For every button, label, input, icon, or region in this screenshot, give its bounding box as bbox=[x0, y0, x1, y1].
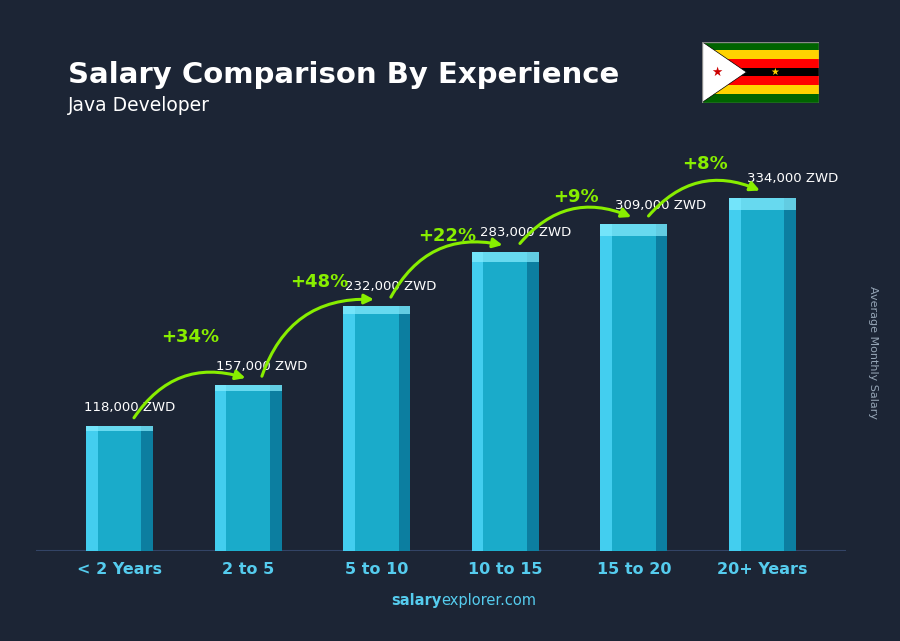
Text: 309,000 ZWD: 309,000 ZWD bbox=[615, 199, 706, 212]
Bar bbox=[702, 68, 819, 76]
Text: salary: salary bbox=[391, 594, 441, 608]
Text: ★: ★ bbox=[712, 65, 723, 79]
Text: 157,000 ZWD: 157,000 ZWD bbox=[216, 360, 308, 372]
Bar bbox=[215, 385, 282, 391]
Bar bbox=[600, 224, 612, 551]
Bar bbox=[656, 224, 667, 551]
Text: +22%: +22% bbox=[418, 226, 476, 244]
Bar bbox=[472, 252, 483, 551]
Text: 334,000 ZWD: 334,000 ZWD bbox=[747, 172, 838, 185]
Bar bbox=[702, 85, 819, 94]
Bar bbox=[141, 426, 153, 551]
Text: 232,000 ZWD: 232,000 ZWD bbox=[345, 280, 436, 293]
Bar bbox=[784, 198, 796, 551]
Bar bbox=[702, 76, 819, 85]
Text: 118,000 ZWD: 118,000 ZWD bbox=[84, 401, 175, 414]
Text: +34%: +34% bbox=[161, 328, 220, 346]
Bar bbox=[702, 94, 819, 103]
Bar bbox=[702, 51, 819, 59]
Bar bbox=[729, 198, 796, 210]
Text: ★: ★ bbox=[770, 67, 778, 77]
Bar bbox=[702, 42, 819, 51]
Bar bbox=[343, 306, 410, 551]
Bar bbox=[729, 198, 741, 551]
Text: Salary Comparison By Experience: Salary Comparison By Experience bbox=[68, 60, 619, 88]
Text: explorer.com: explorer.com bbox=[441, 594, 536, 608]
Text: +8%: +8% bbox=[681, 154, 727, 172]
Bar bbox=[472, 252, 539, 551]
Text: Java Developer: Java Developer bbox=[68, 96, 211, 115]
Bar bbox=[527, 252, 539, 551]
Bar bbox=[343, 306, 355, 551]
Bar bbox=[86, 426, 153, 431]
Bar bbox=[86, 426, 98, 551]
Bar bbox=[472, 252, 539, 262]
Bar bbox=[270, 385, 282, 551]
Bar bbox=[600, 224, 667, 236]
Bar bbox=[215, 385, 282, 551]
Bar bbox=[343, 306, 410, 315]
Bar bbox=[399, 306, 410, 551]
Text: +48%: +48% bbox=[290, 273, 348, 291]
Bar bbox=[215, 385, 226, 551]
Polygon shape bbox=[702, 42, 746, 103]
Text: 283,000 ZWD: 283,000 ZWD bbox=[480, 226, 571, 239]
Bar bbox=[86, 426, 153, 551]
Bar bbox=[702, 59, 819, 68]
Text: Average Monthly Salary: Average Monthly Salary bbox=[868, 286, 878, 419]
Text: +9%: +9% bbox=[554, 188, 598, 206]
Bar bbox=[729, 198, 796, 551]
Bar bbox=[600, 224, 667, 551]
